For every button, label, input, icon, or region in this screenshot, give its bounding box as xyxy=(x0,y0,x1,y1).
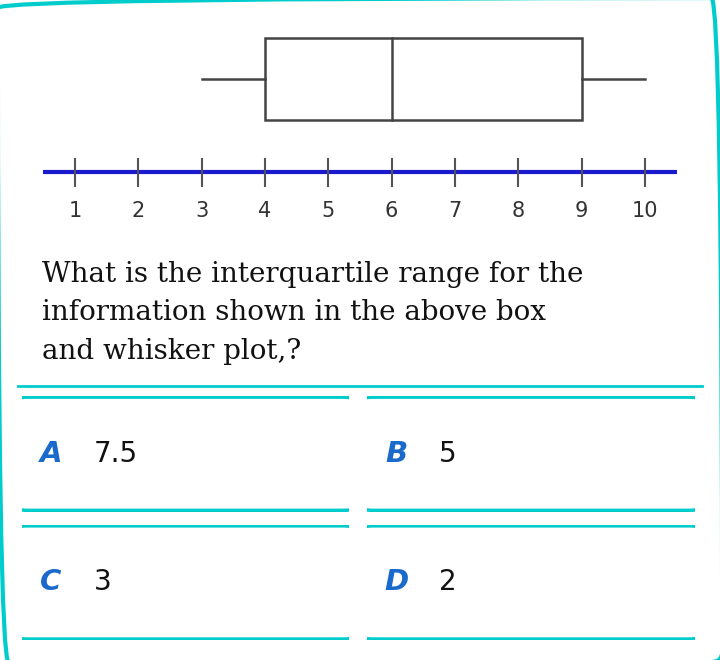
Text: B: B xyxy=(385,440,408,468)
Text: 9: 9 xyxy=(575,201,588,220)
FancyBboxPatch shape xyxy=(12,526,359,639)
Text: 6: 6 xyxy=(385,201,398,220)
Text: 3: 3 xyxy=(94,568,112,597)
Text: 2: 2 xyxy=(132,201,145,220)
Text: 10: 10 xyxy=(632,201,658,220)
Text: What is the interquartile range for the
information shown in the above box
and w: What is the interquartile range for the … xyxy=(42,261,583,365)
FancyBboxPatch shape xyxy=(12,397,359,510)
FancyBboxPatch shape xyxy=(357,397,705,510)
Text: 1: 1 xyxy=(68,201,81,220)
Text: 7.5: 7.5 xyxy=(94,440,138,468)
Text: 5: 5 xyxy=(439,440,457,468)
Text: 7: 7 xyxy=(449,201,462,220)
Text: 4: 4 xyxy=(258,201,271,220)
Text: A: A xyxy=(40,440,63,468)
Text: 3: 3 xyxy=(195,201,208,220)
Text: 8: 8 xyxy=(512,201,525,220)
Text: 5: 5 xyxy=(322,201,335,220)
Text: C: C xyxy=(40,568,62,597)
Bar xyxy=(265,38,582,120)
FancyBboxPatch shape xyxy=(357,526,705,639)
Text: 2: 2 xyxy=(439,568,457,597)
Text: D: D xyxy=(384,568,409,597)
